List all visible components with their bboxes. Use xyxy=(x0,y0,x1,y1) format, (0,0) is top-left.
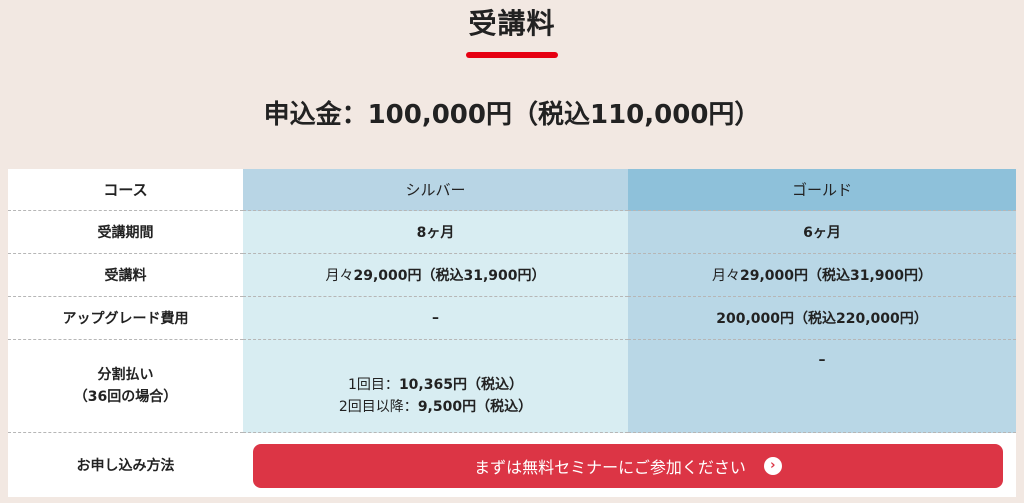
tuition-silver-value: 29,000円（税込31,900円） xyxy=(353,268,546,284)
period-silver: 8ヶ月 xyxy=(243,211,628,254)
tuition-silver: 月々29,000円（税込31,900円） xyxy=(243,254,628,297)
installment-label-line2: （36回の場合） xyxy=(73,389,178,405)
installment-rest-value: 9,500円（税込） xyxy=(417,399,533,415)
installment-label: 分割払い （36回の場合） xyxy=(8,340,243,433)
table-row-upgrade: アップグレード費用 – 200,000円（税込220,000円） xyxy=(8,297,1016,340)
apply-label: お申し込み方法 xyxy=(8,433,243,497)
period-gold: 6ヶ月 xyxy=(628,211,1016,254)
table-row-installment: 分割払い （36回の場合） 1回目：10,365円（税込） 2回目以降：9,50… xyxy=(8,340,1016,433)
upgrade-silver: – xyxy=(243,297,628,340)
upgrade-label: アップグレード費用 xyxy=(8,297,243,340)
installment-first-prefix: 1回目： xyxy=(348,377,399,393)
title-underline xyxy=(466,52,558,58)
header-silver: シルバー xyxy=(243,169,628,211)
installment-gold: – xyxy=(628,340,1016,433)
installment-label-line1: 分割払い xyxy=(97,367,154,383)
period-label: 受講期間 xyxy=(8,211,243,254)
chevron-right-circle-icon: › xyxy=(763,457,782,475)
free-seminar-button-label: まずは無料セミナーにご参加ください xyxy=(474,458,746,477)
free-seminar-button[interactable]: まずは無料セミナーにご参加ください › xyxy=(253,444,1003,488)
table-header-row: コース シルバー ゴールド xyxy=(8,169,1016,211)
section-title: 受講料 xyxy=(468,7,556,40)
upgrade-gold: 200,000円（税込220,000円） xyxy=(628,297,1016,340)
table-row-tuition: 受講料 月々29,000円（税込31,900円） 月々29,000円（税込31,… xyxy=(8,254,1016,297)
application-fee: 申込金：100,000円（税込110,000円） xyxy=(263,100,761,130)
tuition-label: 受講料 xyxy=(8,254,243,297)
tuition-gold-prefix: 月々 xyxy=(711,268,740,284)
table-row-period: 受講期間 8ヶ月 6ヶ月 xyxy=(8,211,1016,254)
tuition-silver-prefix: 月々 xyxy=(325,268,354,284)
header-gold: ゴールド xyxy=(628,169,1016,211)
tuition-gold: 月々29,000円（税込31,900円） xyxy=(628,254,1016,297)
pricing-table: コース シルバー ゴールド 受講期間 8ヶ月 6ヶ月 受講料 月々29,000円… xyxy=(8,169,1016,497)
installment-rest-prefix: 2回目以降： xyxy=(338,399,418,415)
header-course: コース xyxy=(8,169,243,211)
tuition-gold-value: 29,000円（税込31,900円） xyxy=(739,268,933,284)
installment-first-value: 10,365円（税込） xyxy=(398,377,523,393)
installment-silver: 1回目：10,365円（税込） 2回目以降：9,500円（税込） xyxy=(243,340,628,433)
